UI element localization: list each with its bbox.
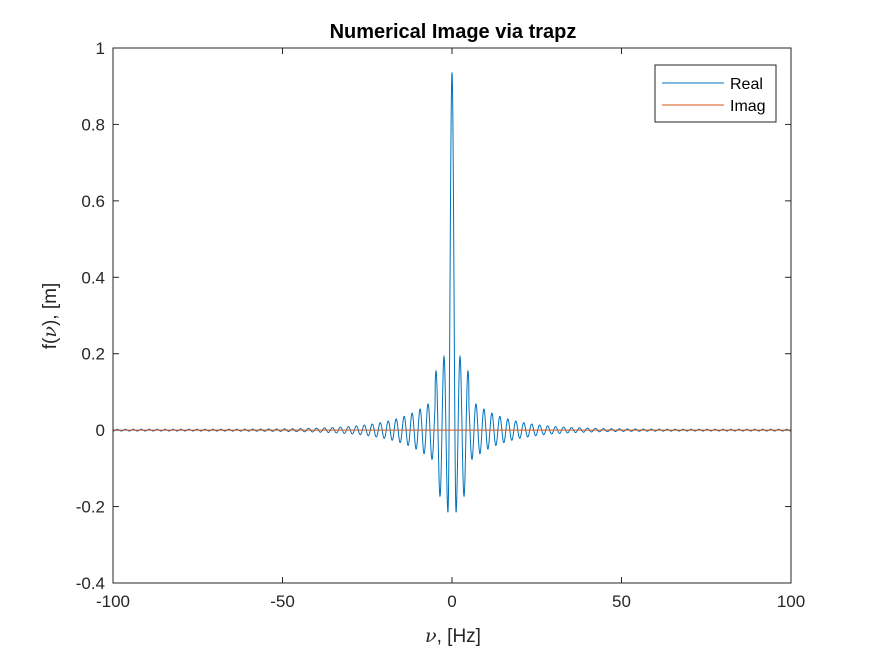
- y-tick-label: -0.2: [76, 498, 105, 517]
- plot-frame: [112, 47, 792, 584]
- x-tick-label: -100: [96, 592, 130, 611]
- x-axis-label-symbol: ν: [425, 625, 437, 647]
- x-tick-label: 50: [612, 592, 631, 611]
- y-axis-label: f(ν), [m]: [39, 283, 61, 349]
- y-axis-label-symbol: ν: [39, 326, 61, 338]
- y-tick-label: 0.2: [81, 345, 105, 364]
- y-tick-label: 0: [96, 421, 105, 440]
- y-tick-label: 0.4: [81, 268, 105, 287]
- legend-box: [654, 64, 777, 123]
- y-tick-label: 1: [96, 39, 105, 58]
- y-tick-label: 0.8: [81, 115, 105, 134]
- y-axis-label-prefix: f(: [40, 337, 61, 349]
- legend: Real Imag: [654, 64, 777, 123]
- y-axis-label-suffix: ), [m]: [40, 283, 61, 326]
- y-tick-label: 0.6: [81, 192, 105, 211]
- series-line-real: [112, 72, 792, 513]
- x-tick-label: 0: [447, 592, 456, 611]
- series-layer: [112, 72, 792, 513]
- plot-area: [113, 48, 791, 583]
- x-tick-label: 100: [777, 592, 805, 611]
- legend-label-imag: Imag: [730, 98, 766, 115]
- chart-title: Numerical Image via trapz: [330, 21, 577, 43]
- y-axis-ticks: -0.4 -0.2 0 0.2 0.4 0.6 0.8 1: [76, 39, 791, 593]
- x-axis-label: ν, [Hz]: [425, 625, 481, 647]
- x-axis-ticks: -100 -50 0 50 100: [96, 48, 805, 611]
- x-axis-label-rest: , [Hz]: [437, 626, 481, 647]
- legend-label-real: Real: [730, 76, 763, 93]
- x-tick-label: -50: [270, 592, 295, 611]
- y-tick-label: -0.4: [76, 574, 105, 593]
